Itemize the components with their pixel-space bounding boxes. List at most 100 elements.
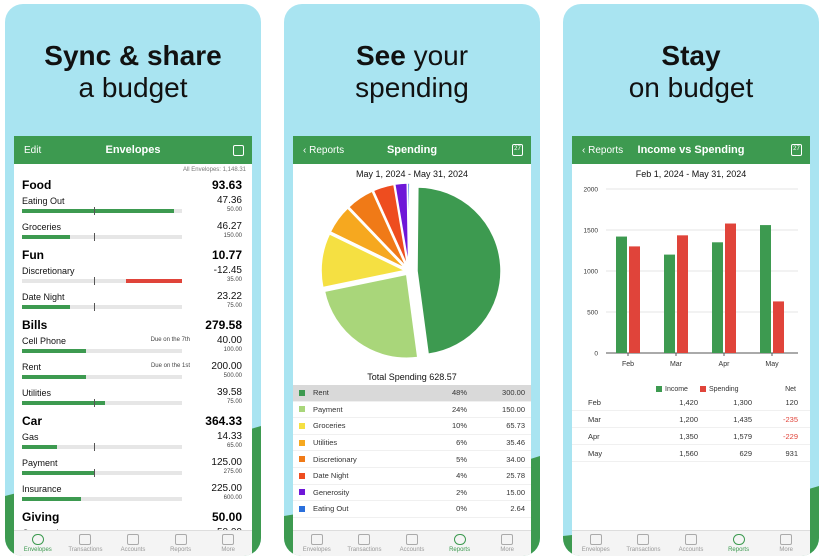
pie-slice-payment[interactable] (323, 273, 419, 359)
tab-accounts[interactable]: Accounts (388, 531, 436, 556)
tab-more[interactable]: More (204, 531, 252, 556)
edit-button[interactable]: Edit (24, 144, 42, 156)
back-button[interactable]: ‹ Reports (303, 144, 345, 156)
envelope-row[interactable]: Utilities 39.58 75.00 (14, 385, 252, 411)
tab-envelopes[interactable]: Envelopes (293, 531, 341, 556)
bar-spending-may[interactable] (773, 301, 784, 353)
spending-row[interactable]: Groceries 10% 65.73 (293, 418, 531, 435)
envelope-row[interactable]: Rent Due on the 1st 200.00 500.00 (14, 359, 252, 385)
progress-track (22, 349, 182, 353)
envelope-name: Discretionary (22, 266, 75, 276)
envelope-group[interactable]: Bills 279.58 (14, 317, 252, 333)
all-envelopes-total: All Envelopes: 1,148.31 (182, 167, 246, 173)
compose-icon[interactable] (233, 144, 244, 156)
category-amount: 300.00 (502, 388, 525, 398)
pie-slice-utilities[interactable] (329, 206, 407, 270)
nav-bar: ‹ Reports Spending 27 (293, 136, 531, 164)
group-amount: 279.58 (205, 318, 242, 332)
tab-more[interactable]: More (483, 531, 531, 556)
bar-spending-mar[interactable] (677, 235, 688, 353)
pie-slice-eating-out[interactable] (406, 182, 411, 268)
tab-transactions[interactable]: Transactions (341, 531, 389, 556)
envelope-name: Utilities (22, 388, 52, 398)
progress-marker (94, 303, 95, 311)
income-spending-bar-chart: 0 500 1000 1500 2000 Feb Mar Apr May (584, 187, 798, 368)
headline-bold: Stay (661, 40, 721, 71)
spending-row[interactable]: Discretionary 5% 34.00 (293, 451, 531, 468)
envelope-group[interactable]: Food 93.63 (14, 177, 252, 193)
bar-income-may[interactable] (760, 225, 771, 353)
envelope-budget: 150.00 (223, 233, 242, 239)
back-button[interactable]: ‹ Reports (582, 144, 624, 156)
tab-more[interactable]: More (762, 531, 810, 556)
tab-reports[interactable]: Reports (157, 531, 205, 556)
spending-row[interactable]: Date Night 4% 25.78 (293, 468, 531, 485)
envelope-group[interactable]: Giving 50.00 (14, 509, 252, 525)
envelope-amount: 125.00 (211, 457, 242, 468)
envelope-amount: 225.00 (211, 483, 242, 494)
envelope-name: Insurance (22, 484, 62, 494)
pie-slice-date-night[interactable] (372, 183, 409, 268)
envelope-group[interactable]: Car 364.33 (14, 413, 252, 429)
progress-fill (22, 375, 86, 379)
spending-row[interactable]: Payment 24% 150.00 (293, 402, 531, 419)
tab-label: Reports (449, 547, 471, 553)
row-net: 931 (785, 448, 798, 458)
spending-row[interactable]: Rent 48% 300.00 (293, 385, 531, 402)
tab-transactions[interactable]: Transactions (62, 531, 110, 556)
envelope-row[interactable]: Cell Phone Due on the 7th 40.00 100.00 (14, 333, 252, 359)
y-tick-label: 1000 (584, 269, 599, 276)
tab-label: More (779, 547, 793, 553)
headline-bold: See (355, 40, 406, 71)
spending-row[interactable]: Generosity 2% 15.00 (293, 485, 531, 502)
envelopes-icon (31, 534, 44, 545)
progress-fill (126, 279, 182, 283)
list-icon (79, 534, 92, 545)
income-legend: Income Spending Net (572, 384, 810, 394)
envelope-row[interactable]: Discretionary -12.45 35.00 (14, 263, 252, 289)
tab-bar: Envelopes Transactions Accounts Reports More (572, 530, 810, 556)
color-swatch (299, 439, 305, 446)
spending-row[interactable]: Eating Out 0% 2.64 (293, 501, 531, 518)
envelope-row[interactable]: Groceries 46.27 150.00 (14, 219, 252, 245)
envelope-row[interactable]: Date Night 23.22 75.00 (14, 289, 252, 315)
bar-income-mar[interactable] (664, 254, 675, 353)
tab-accounts[interactable]: Accounts (667, 531, 715, 556)
tab-transactions[interactable]: Transactions (620, 531, 668, 556)
phone-screen-envelopes: Edit Envelopes All Envelopes: 1,148.31 F… (14, 136, 252, 556)
progress-marker (94, 233, 95, 241)
bar-income-apr[interactable] (712, 242, 723, 353)
calendar-icon[interactable]: 27 (791, 144, 802, 156)
income-row[interactable]: Mar 1,200 1,435 -235 (572, 411, 810, 428)
envelope-name: Eating Out (22, 196, 65, 206)
envelope-row[interactable]: Payment 125.00 275.00 (14, 455, 252, 481)
envelope-group[interactable]: Fun 10.77 (14, 247, 252, 263)
tab-envelopes[interactable]: Envelopes (14, 531, 62, 556)
tab-envelopes[interactable]: Envelopes (572, 531, 620, 556)
tab-label: More (500, 547, 514, 553)
back-label: Reports (309, 144, 345, 156)
spending-row[interactable]: Utilities 6% 35.46 (293, 435, 531, 452)
pie-slice-discretionary[interactable] (347, 190, 408, 269)
income-row[interactable]: Apr 1,350 1,579 -229 (572, 428, 810, 445)
tab-reports[interactable]: Reports (715, 531, 763, 556)
tab-reports[interactable]: Reports (436, 531, 484, 556)
envelope-row[interactable]: Eating Out 47.36 50.00 (14, 193, 252, 219)
pie-slice-rent[interactable] (416, 186, 502, 356)
bar-spending-apr[interactable] (725, 223, 736, 353)
bar-income-feb[interactable] (616, 236, 627, 353)
category-percent: 6% (456, 438, 467, 448)
progress-track (22, 233, 182, 241)
envelope-name: Groceries (22, 222, 62, 232)
pie-slice-groceries[interactable] (320, 232, 408, 289)
income-row[interactable]: Feb 1,420 1,300 120 (572, 394, 810, 411)
progress-fill (22, 497, 82, 501)
chart-icon (174, 534, 187, 545)
tab-accounts[interactable]: Accounts (109, 531, 157, 556)
envelope-row[interactable]: Gas 14.33 65.00 (14, 429, 252, 455)
income-row[interactable]: May 1,560 629 931 (572, 445, 810, 462)
total-spending: Total Spending 628.57 (367, 372, 457, 382)
calendar-icon[interactable]: 27 (512, 144, 523, 156)
bar-spending-feb[interactable] (629, 246, 640, 353)
envelope-row[interactable]: Insurance 225.00 600.00 (14, 481, 252, 507)
